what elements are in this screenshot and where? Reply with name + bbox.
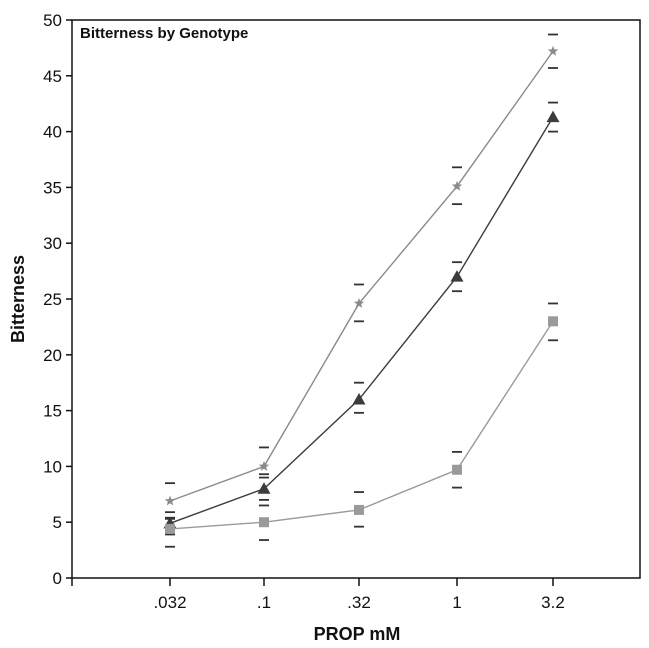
y-tick-label: 40 <box>43 123 62 142</box>
series-layer <box>163 33 560 548</box>
data-point-triangle <box>352 392 366 405</box>
y-axis: 0 5 10 15 20 25 30 35 40 45 50 <box>43 11 72 588</box>
data-point-star <box>547 45 559 56</box>
y-tick-label: 25 <box>43 290 62 309</box>
y-tick-label: 35 <box>43 178 62 197</box>
y-tick-label: 50 <box>43 11 62 30</box>
x-axis: .032 .1 .32 1 3.2 <box>71 578 565 612</box>
x-axis-title: PROP mM <box>314 624 401 644</box>
y-tick-label: 30 <box>43 234 62 253</box>
data-point-star <box>451 180 463 191</box>
data-point-star <box>258 460 270 471</box>
series-triangle <box>163 101 560 536</box>
y-axis-title: Bitterness <box>8 255 28 343</box>
series-line <box>169 50 554 502</box>
x-tick-label: 1 <box>452 593 461 612</box>
y-tick-label: 45 <box>43 67 62 86</box>
x-tick-label: .1 <box>257 593 271 612</box>
data-point-square <box>548 316 558 327</box>
y-tick-label: 15 <box>43 402 62 421</box>
chart-title: Bitterness by Genotype <box>80 25 248 42</box>
data-point-square <box>259 517 269 528</box>
data-point-square <box>165 523 175 534</box>
x-tick-label: .032 <box>153 593 186 612</box>
data-point-triangle <box>450 270 464 282</box>
y-tick-label: 10 <box>43 457 62 476</box>
plot-frame <box>71 19 641 579</box>
x-tick-label: .32 <box>347 593 371 612</box>
x-tick-label: 3.2 <box>541 593 565 612</box>
series-star <box>164 33 559 519</box>
y-tick-label: 5 <box>53 513 62 532</box>
data-point-triangle <box>257 482 271 494</box>
y-tick-label: 20 <box>43 346 62 365</box>
data-point-square <box>354 504 364 515</box>
series-line <box>169 320 554 530</box>
data-point-star <box>353 297 365 308</box>
data-point-star <box>164 495 176 506</box>
series-line <box>169 116 554 524</box>
data-point-square <box>452 464 462 475</box>
y-tick-label: 0 <box>53 569 62 588</box>
series-square <box>165 302 558 548</box>
data-point-triangle <box>546 110 560 123</box>
